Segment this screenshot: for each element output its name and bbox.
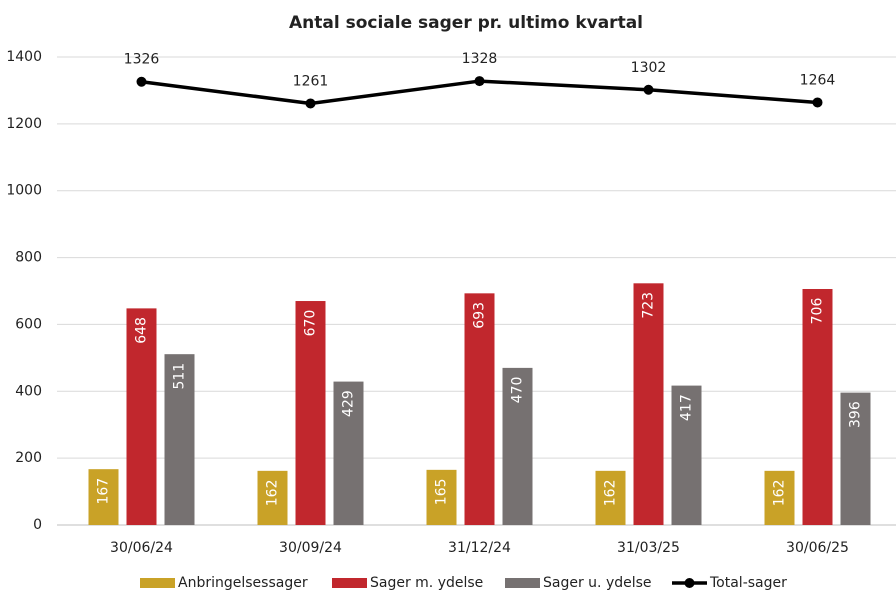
y-tick-label: 200 [15, 450, 42, 466]
bar [595, 470, 626, 525]
data-label: 162 [772, 479, 788, 506]
data-label: 396 [848, 401, 864, 428]
data-label: 429 [341, 390, 357, 417]
legend-swatch [332, 578, 367, 588]
bar [671, 385, 702, 525]
legend-swatch [684, 578, 695, 588]
legend-swatch [140, 578, 175, 588]
y-tick-label: 800 [15, 250, 42, 266]
bar [502, 367, 533, 525]
data-label: 1328 [462, 51, 498, 67]
point [136, 76, 147, 87]
bar [633, 283, 664, 525]
point [643, 84, 654, 95]
data-label: 162 [603, 479, 619, 506]
bar [464, 293, 495, 525]
data-label: 693 [472, 302, 488, 329]
y-tick-label: 1000 [6, 183, 42, 199]
data-label: 670 [303, 310, 319, 337]
legend-label: Anbringelsessager [178, 575, 308, 590]
x-tick-label: 31/12/24 [448, 540, 511, 556]
bar [295, 301, 326, 525]
y-tick-label: 600 [15, 316, 42, 332]
point [812, 97, 823, 108]
y-tick-label: 400 [15, 383, 42, 399]
x-tick-label: 30/09/24 [279, 540, 342, 556]
bar [126, 308, 157, 525]
x-tick-label: 30/06/24 [110, 540, 173, 556]
y-tick-label: 1400 [6, 49, 42, 65]
data-label: 1302 [631, 60, 667, 76]
bar [426, 469, 457, 525]
point [305, 98, 316, 109]
data-label: 470 [510, 377, 526, 404]
data-label: 167 [96, 478, 112, 505]
legend-swatch [505, 578, 540, 588]
data-label: 162 [265, 479, 281, 506]
bar [88, 469, 119, 525]
data-label: 648 [134, 317, 150, 344]
data-label: 1261 [293, 73, 329, 89]
y-tick-label: 1200 [6, 116, 42, 132]
data-label: 417 [679, 394, 695, 421]
legend-label: Total-sager [709, 575, 787, 590]
bar [164, 354, 195, 525]
bar [764, 470, 795, 525]
bar [333, 381, 364, 525]
data-label: 165 [434, 478, 450, 505]
bar [257, 470, 288, 525]
chart-title: Antal sociale sager pr. ultimo kvartal [289, 13, 643, 33]
data-label: 1326 [124, 52, 160, 68]
data-label: 723 [641, 292, 657, 319]
data-label: 1264 [800, 72, 836, 88]
x-tick-label: 31/03/25 [617, 540, 680, 556]
data-label: 511 [172, 363, 188, 390]
legend-label: Sager u. ydelse [543, 575, 652, 590]
point [474, 76, 485, 87]
y-tick-label: 0 [33, 517, 42, 533]
bar [840, 392, 871, 525]
data-label: 706 [810, 298, 826, 325]
x-tick-label: 30/06/25 [786, 540, 849, 556]
legend-label: Sager m. ydelse [370, 575, 483, 590]
bar [802, 288, 833, 525]
